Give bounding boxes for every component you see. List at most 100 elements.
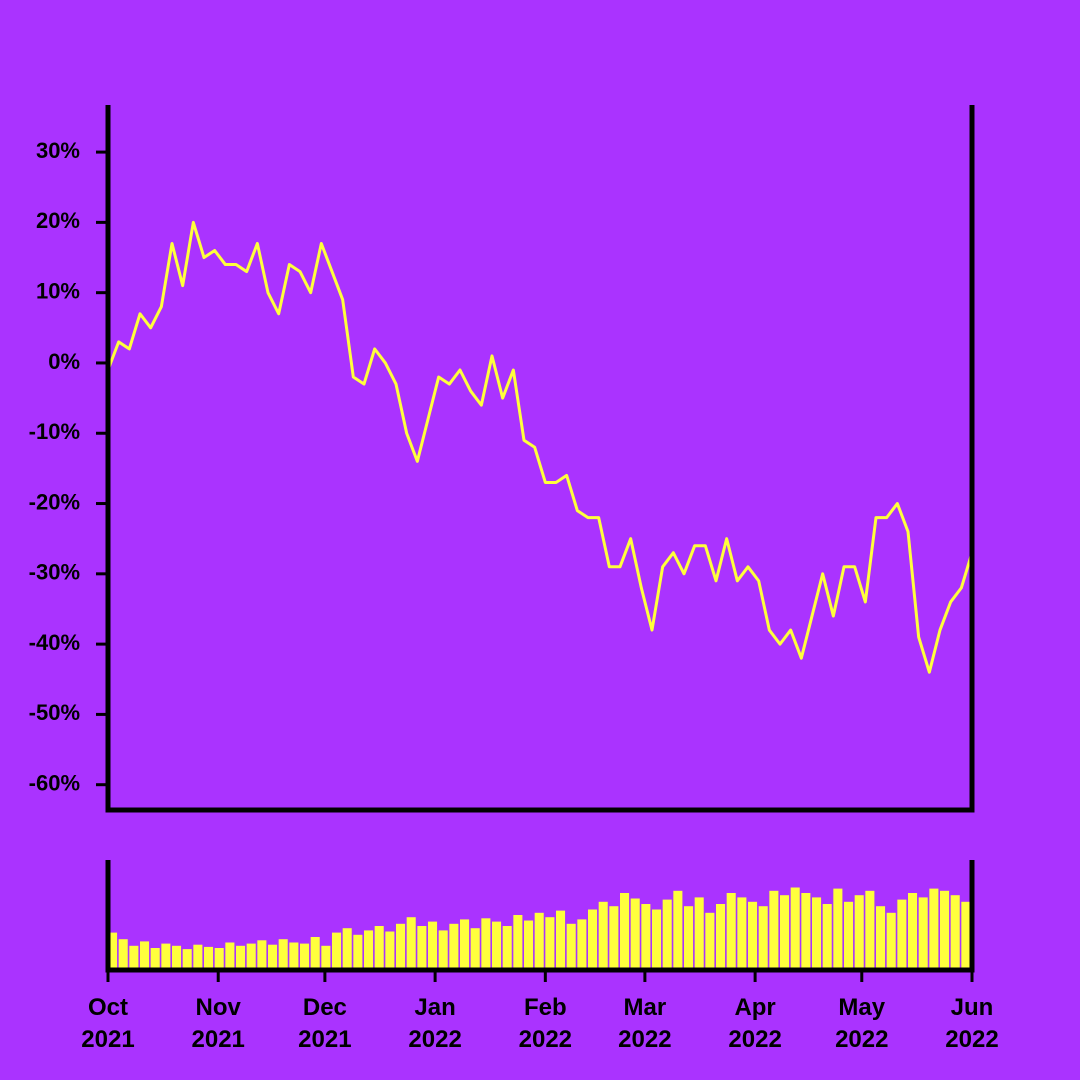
y-tick-label: 30% — [36, 138, 80, 163]
x-tick-label: Apr 2022 — [728, 994, 782, 1053]
volume-bar — [620, 893, 630, 970]
volume-bar — [417, 926, 427, 970]
volume-bar — [502, 926, 512, 970]
volume-bar — [385, 931, 395, 970]
y-tick-label: -50% — [29, 700, 80, 725]
volume-bar — [257, 940, 267, 970]
volume-bar — [524, 920, 534, 970]
volume-bar — [556, 910, 566, 970]
volume-bar — [652, 909, 662, 970]
volume-bar — [833, 888, 843, 970]
x-tick-label: Feb 2022 — [518, 994, 573, 1053]
volume-bar — [940, 890, 950, 970]
volume-bar — [204, 946, 214, 970]
volume-bar — [844, 901, 854, 970]
x-tick-label: Jan 2022 — [408, 994, 462, 1053]
volume-bar — [897, 899, 907, 970]
volume-bar — [353, 934, 363, 970]
volume-bar — [716, 904, 726, 970]
volume-bar — [545, 917, 555, 970]
volume-bar — [790, 887, 800, 970]
volume-bar — [908, 893, 918, 970]
x-tick-label: Jun 2022 — [945, 994, 999, 1053]
volume-bar — [182, 949, 192, 970]
volume-bar — [268, 944, 278, 970]
y-tick-label: -20% — [29, 489, 80, 514]
volume-bar — [129, 945, 139, 970]
volume-bar — [588, 909, 598, 970]
volume-bar — [321, 945, 331, 970]
volume-bar — [694, 897, 704, 970]
volume-bar — [822, 904, 832, 970]
volume-bar — [673, 890, 683, 970]
volume-bar — [449, 923, 459, 970]
volume-bar — [769, 890, 779, 970]
x-tick-label: Oct 2021 — [81, 994, 135, 1053]
volume-bar — [278, 939, 288, 970]
volume-bar — [812, 897, 822, 970]
volume-bar — [300, 943, 310, 970]
y-tick-label: -10% — [29, 419, 80, 444]
volume-bar — [705, 912, 715, 970]
volume-bar — [161, 943, 171, 970]
volume-bar — [289, 942, 299, 970]
volume-bar — [950, 895, 960, 970]
volume-bar — [406, 917, 416, 970]
volume-bar — [332, 932, 342, 970]
volume-bar — [342, 928, 352, 970]
volume-bar — [641, 904, 651, 970]
volume-bar — [598, 901, 608, 970]
volume-bar — [876, 906, 886, 970]
x-tick-label: Dec 2021 — [298, 994, 352, 1053]
volume-bar — [193, 944, 203, 970]
y-tick-label: 0% — [48, 349, 80, 374]
y-tick-label: -40% — [29, 630, 80, 655]
y-tick-label: -30% — [29, 560, 80, 585]
volume-bar — [801, 893, 811, 970]
volume-bar — [737, 897, 747, 970]
volume-bar — [534, 912, 544, 970]
volume-bar — [236, 945, 246, 970]
volume-bar — [865, 890, 875, 970]
volume-bar — [310, 937, 320, 970]
volume-bar — [140, 941, 150, 970]
volume-bar — [609, 906, 619, 970]
volume-bar — [758, 906, 768, 970]
volume-bar — [150, 948, 160, 970]
y-tick-label: 10% — [36, 278, 80, 303]
y-tick-label: 20% — [36, 208, 80, 233]
volume-bar — [630, 898, 640, 970]
volume-bar — [577, 919, 587, 970]
volume-bar — [780, 895, 790, 970]
volume-bar — [918, 897, 928, 970]
volume-bar — [662, 899, 672, 970]
volume-bar — [566, 923, 576, 970]
volume-bar — [470, 928, 480, 970]
volume-bar — [513, 915, 523, 970]
volume-bar — [108, 932, 118, 970]
volume-bar — [726, 893, 736, 970]
volume-bar — [492, 921, 502, 970]
volume-bar — [374, 926, 384, 970]
volume-bar — [748, 901, 758, 970]
volume-bar — [929, 888, 939, 970]
volume-bar — [460, 919, 470, 970]
volume-bar — [396, 923, 406, 970]
volume-bar — [214, 948, 224, 970]
volume-bar — [428, 921, 438, 970]
x-tick-label: Mar 2022 — [618, 994, 672, 1053]
volume-bar — [364, 930, 374, 970]
volume-bar — [246, 943, 256, 970]
x-tick-label: Nov 2021 — [191, 994, 245, 1053]
volume-bar — [961, 901, 971, 970]
volume-bar — [225, 942, 235, 970]
y-tick-label: -60% — [29, 771, 80, 796]
volume-bar — [684, 906, 694, 970]
volume-bar — [172, 945, 182, 970]
volume-bar — [854, 895, 864, 970]
volume-bar — [481, 918, 491, 970]
price-line — [106, 220, 974, 674]
volume-bar — [118, 939, 128, 970]
